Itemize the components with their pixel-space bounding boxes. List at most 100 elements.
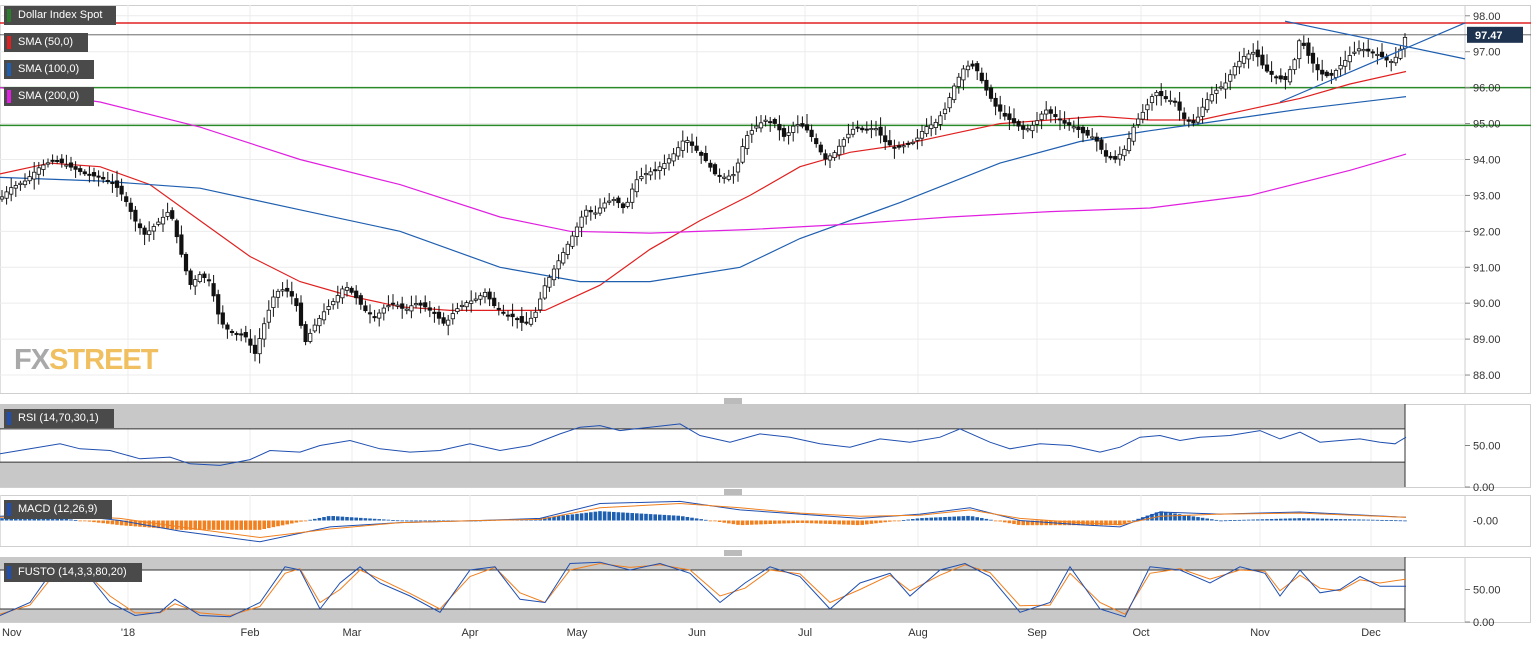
candle-body bbox=[551, 268, 557, 281]
candle-body bbox=[1297, 40, 1302, 60]
legend-dollar-index[interactable]: Dollar Index Spot bbox=[4, 6, 116, 25]
candle-body bbox=[1269, 70, 1274, 75]
candle-body bbox=[78, 168, 83, 172]
candle-body bbox=[791, 125, 796, 133]
legend-label: SMA (50,0) bbox=[18, 36, 74, 48]
fusto-oversold-zone bbox=[0, 609, 1405, 622]
candle-body bbox=[1113, 156, 1118, 160]
candle-body bbox=[252, 344, 258, 354]
candle-body bbox=[850, 128, 856, 135]
legend-macd[interactable]: MACD (12,26,9) bbox=[4, 500, 112, 519]
macd-histogram-bar bbox=[73, 519, 78, 521]
candle-body bbox=[1126, 138, 1132, 152]
macd-histogram-bar bbox=[110, 520, 115, 525]
macd-histogram-bar bbox=[961, 516, 966, 521]
macd-histogram-bar bbox=[262, 520, 266, 530]
candle-body bbox=[975, 63, 980, 72]
candle-body bbox=[818, 144, 823, 153]
candle-body bbox=[312, 324, 317, 332]
candle-body bbox=[1370, 51, 1375, 54]
macd-histogram-bar bbox=[184, 520, 188, 530]
candle-body bbox=[73, 166, 78, 170]
candle-body bbox=[1154, 91, 1159, 97]
macd-histogram-bar bbox=[317, 517, 322, 521]
macd-histogram-bar bbox=[170, 520, 174, 530]
macd-histogram-bar bbox=[828, 520, 832, 525]
candle-body bbox=[446, 319, 451, 326]
candle-body bbox=[501, 311, 506, 314]
legend-rsi[interactable]: RSI (14,70,30,1) bbox=[4, 409, 114, 428]
candle-body bbox=[910, 141, 915, 144]
candle-body bbox=[1306, 42, 1311, 56]
legend-sma-100[interactable]: SMA (100,0) bbox=[4, 60, 94, 79]
candle-body bbox=[883, 135, 888, 143]
macd-histogram-bar bbox=[248, 520, 253, 530]
candle-body bbox=[188, 270, 193, 285]
candle-body bbox=[634, 179, 639, 193]
x-tick-label: Mar bbox=[343, 627, 362, 639]
macd-histogram-bar bbox=[1288, 518, 1292, 521]
candle-body bbox=[183, 253, 189, 272]
macd-histogram-bar bbox=[1214, 519, 1219, 521]
candle-body bbox=[372, 316, 377, 319]
macd-histogram-bar bbox=[239, 520, 243, 530]
candle-body bbox=[919, 131, 925, 139]
macd-histogram-bar bbox=[750, 520, 754, 525]
macd-histogram-bar bbox=[1007, 520, 1012, 524]
candle-body bbox=[59, 158, 64, 164]
candle-body bbox=[133, 209, 138, 222]
macd-histogram-bar bbox=[1237, 519, 1242, 521]
candle-body bbox=[956, 76, 961, 87]
candle-body bbox=[308, 332, 313, 342]
macd-histogram-bar bbox=[1154, 512, 1159, 521]
fusto-tick-label: 0.00 bbox=[1473, 617, 1494, 629]
macd-histogram-bar bbox=[727, 520, 731, 524]
candle-body bbox=[565, 243, 570, 255]
candle-body bbox=[1140, 111, 1145, 120]
candle-body bbox=[1347, 55, 1352, 63]
macd-histogram-bar bbox=[326, 516, 331, 521]
candle-body bbox=[1007, 113, 1012, 120]
indicator-lines bbox=[0, 423, 1407, 618]
candle-body bbox=[151, 226, 156, 232]
candle-body bbox=[528, 317, 534, 325]
macd-histogram-bar bbox=[428, 520, 432, 522]
macd-histogram-bar bbox=[584, 512, 588, 521]
macd-histogram-bar bbox=[842, 520, 846, 525]
macd-histogram-bar bbox=[809, 520, 814, 524]
candle-body bbox=[1048, 109, 1053, 114]
candle-body bbox=[303, 324, 308, 343]
macd-histogram-bar bbox=[579, 513, 584, 521]
macd-histogram-bar bbox=[1343, 519, 1347, 521]
macd-histogram-bar bbox=[897, 520, 901, 522]
macd-histogram-bar bbox=[1021, 520, 1025, 526]
macd-histogram-bar bbox=[359, 517, 363, 521]
candle-body bbox=[335, 295, 340, 303]
macd-histogram-bar bbox=[9, 518, 13, 521]
macd-histogram-bar bbox=[1062, 520, 1067, 526]
macd-histogram-bar bbox=[391, 520, 395, 521]
candle-body bbox=[262, 323, 267, 340]
candle-body bbox=[1375, 53, 1380, 56]
candle-body bbox=[745, 135, 750, 149]
macd-histogram-bar bbox=[1200, 517, 1205, 521]
candle-body bbox=[119, 185, 124, 195]
legend-sma-200[interactable]: SMA (200,0) bbox=[4, 87, 94, 106]
legend-sma-50[interactable]: SMA (50,0) bbox=[4, 33, 88, 52]
macd-histogram-bar bbox=[722, 520, 726, 523]
candle-body bbox=[1195, 116, 1201, 123]
candle-body bbox=[225, 324, 230, 330]
legend-fusto[interactable]: FUSTO (14,3,3,80,20) bbox=[4, 563, 142, 582]
macd-histogram-bar bbox=[1338, 519, 1343, 521]
candle-body bbox=[1168, 99, 1173, 102]
macd-histogram-bar bbox=[368, 518, 372, 521]
candle-body bbox=[896, 145, 902, 148]
fusto-line-0 bbox=[0, 562, 1407, 617]
candle-body bbox=[400, 303, 405, 309]
macd-histogram-bar bbox=[947, 516, 952, 521]
candle-body bbox=[1076, 126, 1081, 130]
macd-histogram-bar bbox=[115, 520, 119, 525]
x-tick-label: Oct bbox=[1132, 627, 1149, 639]
moving-averages bbox=[0, 70, 1407, 311]
macd-histogram-bar bbox=[934, 517, 938, 521]
